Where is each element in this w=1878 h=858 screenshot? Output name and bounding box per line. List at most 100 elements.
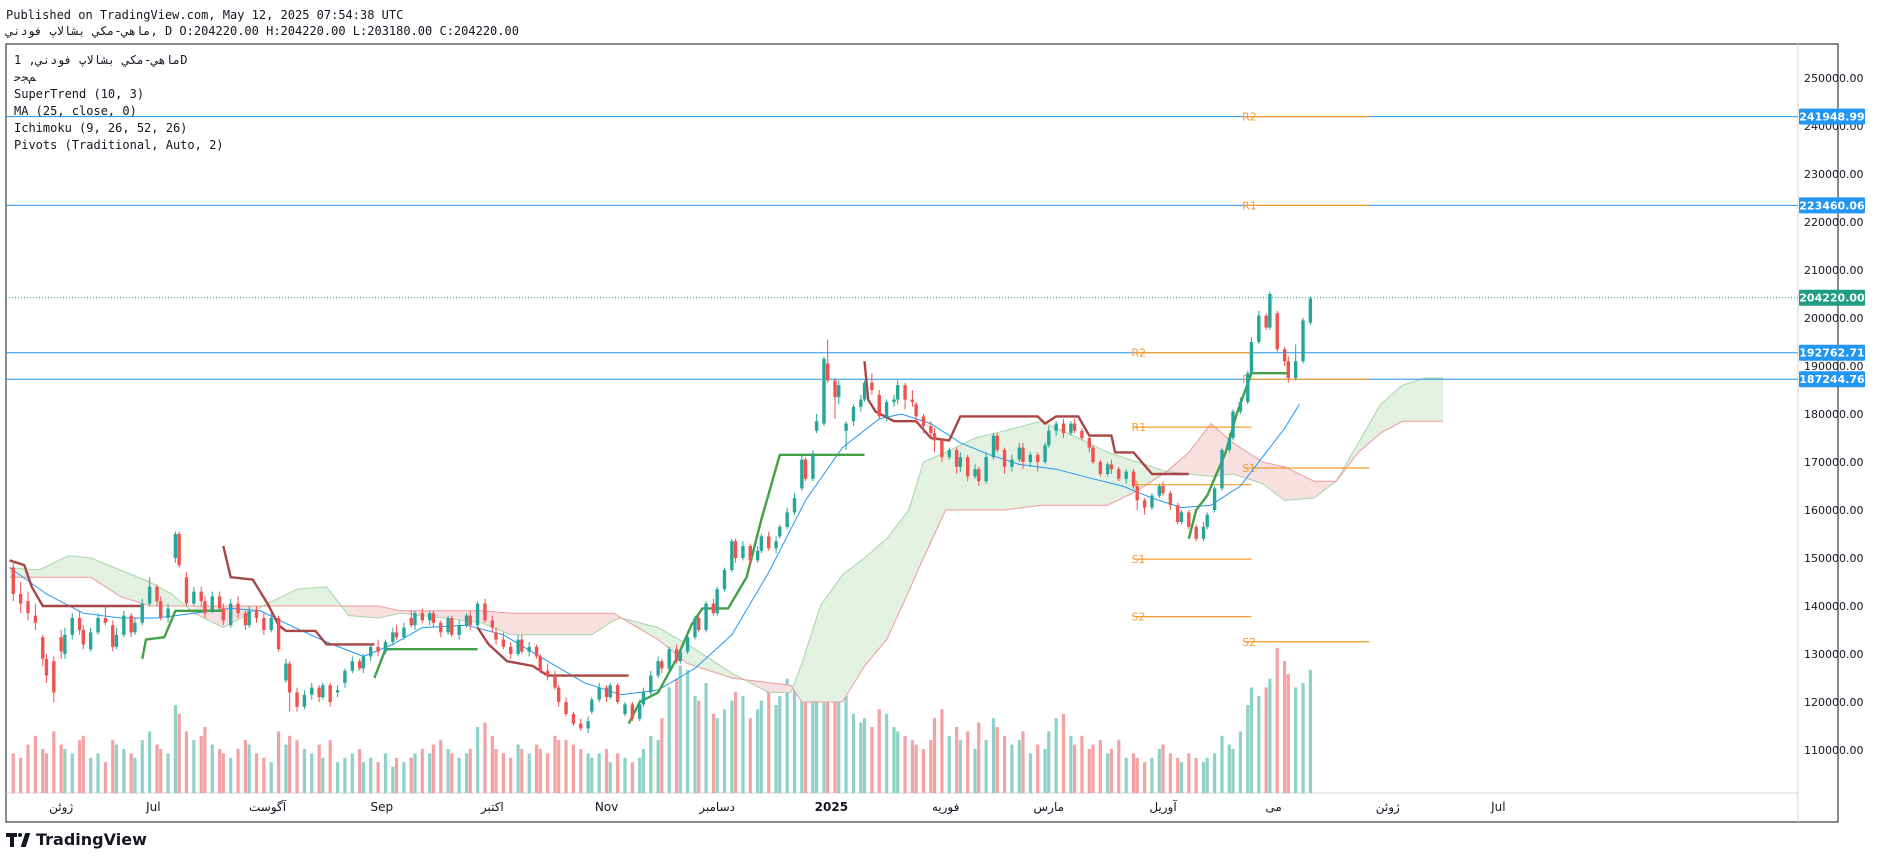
- volume-bar: [903, 735, 907, 793]
- candle-body: [1268, 294, 1272, 328]
- volume-bar: [800, 683, 804, 793]
- cloud-segment: [348, 606, 379, 618]
- candle: [859, 394, 863, 412]
- volume-bar: [1069, 735, 1073, 793]
- candle: [995, 433, 999, 453]
- time-tick-label: ژوئن: [1376, 800, 1400, 815]
- candle: [822, 356, 826, 426]
- supertrend-segment: [373, 648, 478, 679]
- volume-bar: [826, 652, 830, 793]
- candle-body: [954, 450, 959, 467]
- volume-bar: [184, 731, 189, 793]
- candle: [192, 586, 196, 606]
- candle-body: [376, 646, 380, 652]
- legend-exchange: ﻢﺠﺣ: [14, 70, 36, 84]
- price-axis[interactable]: 110000.00 120000.00 130000.00 140000.00 1500…: [1804, 72, 1864, 757]
- volume-bar: [394, 757, 399, 793]
- candle: [450, 615, 454, 638]
- candle: [1043, 442, 1047, 465]
- candle-body: [903, 385, 907, 400]
- candle: [122, 610, 126, 638]
- volume-bar: [1227, 744, 1231, 793]
- volume-bar: [1308, 669, 1313, 793]
- candle: [630, 702, 635, 722]
- candle-body: [586, 721, 590, 729]
- volume-bar: [1286, 674, 1290, 793]
- candle-body: [851, 406, 856, 422]
- candle-body: [402, 627, 406, 638]
- brand-name: TradingView: [36, 830, 147, 849]
- cloud-segment: [297, 586, 327, 606]
- volume-bar: [475, 727, 480, 793]
- volume-bar: [1238, 731, 1242, 793]
- ohlc-header: ماهي-مكي بشالاپ فودني, D O:204220.00 H:2…: [6, 24, 519, 38]
- volume-bar: [1091, 744, 1095, 793]
- legend-symbol[interactable]: ماهي-مكي بشالاپ فودني, 1D: [14, 53, 188, 67]
- ichimoku-cloud: [9, 377, 1444, 703]
- legend-pivots[interactable]: Pivots (Traditional, Auto, 2): [14, 138, 224, 152]
- volume-bar: [1194, 757, 1198, 793]
- volume-bar: [409, 757, 413, 793]
- supertrend-segment: [627, 453, 865, 725]
- volume-bar: [914, 744, 918, 793]
- price-tick-label: 190000.00: [1804, 360, 1864, 373]
- chart-legend: ماهي-مكي بشالاپ فودني, 1D ﻢﺠﺣ SuperTrend…: [14, 52, 224, 154]
- candle-body: [822, 358, 826, 424]
- legend-ichimoku[interactable]: Ichimoku (9, 26, 52, 26): [14, 121, 188, 135]
- candle-body: [1106, 464, 1110, 474]
- cloud-segment: [820, 574, 843, 702]
- cloud-segment: [378, 606, 401, 618]
- volume-bar: [877, 709, 881, 793]
- candle: [1249, 337, 1254, 376]
- candle: [553, 670, 557, 690]
- tradingview-logo[interactable]: TradingView: [6, 830, 147, 849]
- candle-body: [785, 512, 789, 527]
- candle: [693, 615, 697, 640]
- candle-body: [1098, 462, 1103, 474]
- volume-bar: [1257, 696, 1261, 793]
- time-axis[interactable]: ژوئن Jul آگوست Sep اکتبر Nov دسامبر 2025 فوریه ما…: [49, 799, 1505, 815]
- candle-body: [649, 675, 653, 693]
- candle-body: [1246, 373, 1250, 402]
- volume-bar: [991, 718, 996, 793]
- volume-bar: [1098, 740, 1102, 793]
- volume-bar: [1047, 731, 1051, 793]
- candle-body: [660, 661, 664, 669]
- cloud-segment: [1041, 421, 1079, 506]
- pivot-label: S2: [1242, 636, 1256, 649]
- candle-body: [929, 426, 933, 434]
- horizontal-lines: [6, 116, 1798, 380]
- candle-body: [229, 603, 233, 626]
- candle-body: [335, 690, 340, 693]
- volume-bar: [439, 740, 443, 793]
- candle-body: [284, 663, 288, 681]
- volume-bar: [111, 740, 115, 793]
- volume-bar: [1028, 753, 1032, 793]
- volume-bar: [229, 757, 233, 793]
- legend-supertrend[interactable]: SuperTrend (10, 3): [14, 87, 145, 101]
- candle-body: [350, 661, 355, 671]
- volume-bar: [483, 722, 487, 793]
- volume-bar: [41, 749, 45, 793]
- candle-body: [1017, 447, 1021, 460]
- legend-ma[interactable]: MA (25, close, 0): [14, 104, 137, 118]
- candle: [369, 644, 373, 662]
- volume-bar: [428, 753, 432, 793]
- candle-body: [1220, 450, 1224, 489]
- candle: [155, 584, 159, 606]
- volume-bar: [674, 678, 679, 793]
- candle: [1087, 435, 1092, 453]
- candle-body: [1194, 526, 1198, 539]
- candle: [1157, 483, 1162, 498]
- candle: [1268, 291, 1272, 330]
- volume-bar: [173, 705, 178, 793]
- candle: [774, 536, 778, 554]
- candle: [1205, 512, 1209, 530]
- volume-bar: [133, 757, 137, 793]
- candle: [1142, 498, 1147, 515]
- candle-body: [464, 615, 469, 626]
- candle: [1010, 454, 1014, 472]
- volume-bar: [833, 674, 837, 793]
- candle-body: [357, 661, 362, 669]
